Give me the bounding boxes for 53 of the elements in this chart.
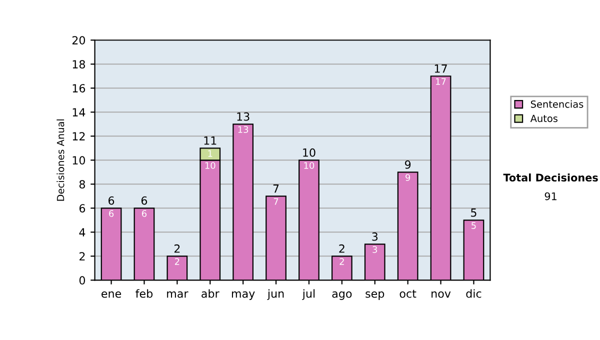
y-tick-label: 8 bbox=[79, 180, 86, 189]
x-tick-label: abr bbox=[202, 289, 220, 298]
x-tick-label: feb bbox=[136, 289, 153, 298]
x-tick-label: oct bbox=[400, 290, 416, 298]
total-label: 10 bbox=[303, 148, 316, 157]
data-label: 3 bbox=[372, 246, 378, 253]
total-label: 3 bbox=[372, 232, 378, 241]
data-label: 1 bbox=[208, 150, 212, 157]
total-label: 11 bbox=[204, 136, 216, 145]
x-tick-label: ago bbox=[332, 291, 352, 300]
data-label: 17 bbox=[436, 78, 446, 85]
data-label: 2 bbox=[174, 258, 180, 265]
legend-label: Autos bbox=[530, 114, 558, 122]
text: Total Decisiones bbox=[503, 173, 598, 182]
x-tick-label: sep bbox=[366, 291, 384, 300]
y-tick-label: 20 bbox=[72, 36, 86, 44]
y-axis-title: Decisiones Anual bbox=[56, 119, 64, 201]
total-label: 7 bbox=[273, 184, 279, 193]
data-label: 6 bbox=[109, 210, 114, 217]
total-label: 6 bbox=[141, 196, 148, 205]
total-label: 6 bbox=[108, 196, 114, 205]
x-tick-label: jun bbox=[267, 289, 284, 300]
x-tick-label: ene bbox=[102, 291, 122, 298]
data-label: 13 bbox=[238, 126, 248, 133]
legend-label: Sentencias bbox=[530, 100, 584, 108]
x-tick-label: may bbox=[232, 291, 255, 300]
y-tick-label: 18 bbox=[72, 60, 86, 69]
data-label: 10 bbox=[304, 162, 314, 169]
total-label: 17 bbox=[434, 64, 447, 73]
x-tick-label: dic bbox=[466, 289, 482, 298]
data-label: 10 bbox=[205, 162, 216, 169]
data-label: 2 bbox=[340, 258, 344, 265]
y-tick-label: 12 bbox=[72, 132, 85, 140]
total-label: 13 bbox=[237, 112, 250, 121]
x-tick-label: jul bbox=[302, 289, 315, 300]
y-tick-label: 6 bbox=[79, 204, 86, 213]
y-tick-label: 4 bbox=[79, 228, 86, 236]
data-label: 9 bbox=[406, 174, 410, 181]
y-tick-label: 14 bbox=[72, 108, 86, 116]
total-label: 2 bbox=[339, 244, 344, 253]
x-tick-label: mar bbox=[167, 291, 188, 298]
y-tick-label: 2 bbox=[80, 252, 85, 260]
y-tick-label: 10 bbox=[72, 156, 86, 165]
text: 91 bbox=[544, 192, 556, 200]
data-label: 6 bbox=[142, 210, 147, 217]
x-tick-label: nov bbox=[432, 291, 451, 298]
total-label: 2 bbox=[174, 244, 180, 253]
data-label: 5 bbox=[472, 222, 476, 229]
total-label: 5 bbox=[471, 208, 476, 217]
data-label: 7 bbox=[274, 198, 278, 205]
y-tick-label: 0 bbox=[79, 276, 86, 285]
y-tick-label: 16 bbox=[72, 84, 86, 93]
total-label: 9 bbox=[404, 160, 411, 169]
